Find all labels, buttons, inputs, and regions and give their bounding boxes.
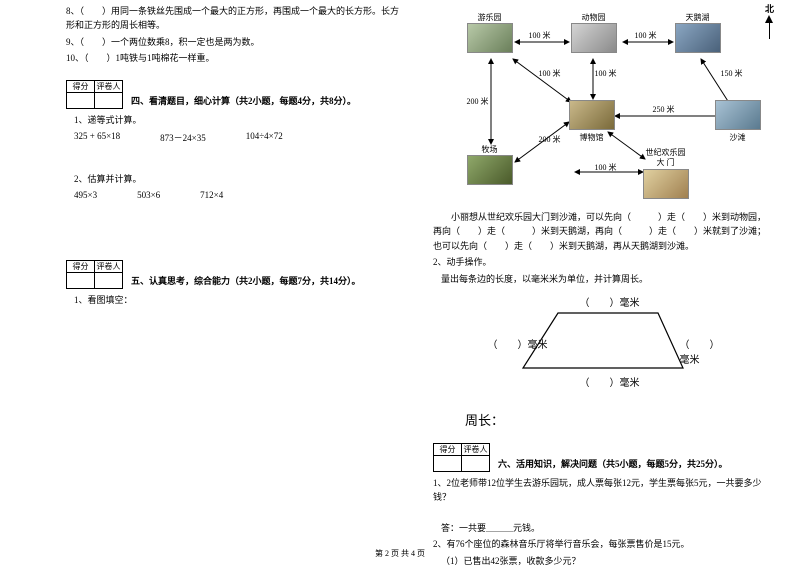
mm-left: （ ）毫米 bbox=[488, 336, 548, 351]
node-shatan: 沙滩 bbox=[715, 100, 761, 143]
grader-cell bbox=[95, 92, 123, 108]
score-cell bbox=[67, 92, 95, 108]
compass-north: 北 bbox=[765, 2, 774, 39]
perimeter-label: 周长： bbox=[465, 410, 772, 429]
score-cell bbox=[67, 273, 95, 289]
label-bowu: 博物馆 bbox=[569, 132, 615, 143]
thumb-youle bbox=[467, 23, 513, 53]
q5-2a: 量出每条边的长度，以毫米米为单位，并计算周长。 bbox=[433, 272, 772, 286]
label-youle: 游乐园 bbox=[467, 12, 513, 23]
dist-9: 100 米 bbox=[595, 162, 617, 173]
section-5-title: 五、认真思考，综合能力（共2小题，每题7分，共14分）。 bbox=[131, 274, 361, 289]
dist-2: 100 米 bbox=[635, 30, 657, 41]
page-footer: 第 2 页 共 4 页 bbox=[0, 548, 800, 559]
node-bowu: 博物馆 bbox=[569, 100, 615, 143]
score-cell bbox=[434, 455, 462, 471]
q5-1: 1、看图填空： bbox=[66, 293, 405, 307]
label-muchang: 牧场 bbox=[467, 144, 513, 155]
q4-1: 1、递等式计算。 bbox=[66, 113, 405, 127]
question-10: 10、（ ）1吨铁与1吨棉花一样重。 bbox=[66, 51, 405, 65]
expr-b2: 503×6 bbox=[137, 190, 160, 200]
section-4-title: 四、看清题目，细心计算（共2小题，每题4分，共8分）。 bbox=[131, 94, 356, 109]
label-tian: 天鹅湖 bbox=[675, 12, 721, 23]
label-shatan: 沙滩 bbox=[715, 132, 761, 143]
question-9: 9、（ ）一个两位数乘8，积一定也是两为数。 bbox=[66, 35, 405, 49]
grader-hdr: 评卷人 bbox=[95, 80, 123, 92]
dist-4: 100 米 bbox=[539, 68, 561, 79]
question-8: 8、（ ）用同一条铁丝先围成一个最大的正方形，再围成一个最大的长方形。长方形和正… bbox=[66, 4, 405, 33]
mm-top: （ ）毫米 bbox=[580, 294, 640, 309]
compass-stem bbox=[769, 23, 770, 39]
mm-right: （ ）毫米 bbox=[680, 336, 720, 366]
node-gate: 世纪欢乐园大 门 bbox=[643, 148, 689, 201]
thumb-gate bbox=[643, 169, 689, 199]
node-dongwu: 动物园 bbox=[571, 12, 617, 55]
expr-a: 325 + 65×18 bbox=[74, 131, 120, 144]
compass-arrow-icon bbox=[765, 15, 773, 23]
thumb-bowu bbox=[569, 100, 615, 130]
thumb-shatan bbox=[715, 100, 761, 130]
dist-1: 100 米 bbox=[529, 30, 551, 41]
map-question-text: 小丽想从世纪欢乐园大门到沙滩，可以先向（ ）走（ ）米到动物园，再向（ ）走（ … bbox=[433, 210, 772, 253]
node-tian: 天鹅湖 bbox=[675, 12, 721, 55]
grader-hdr: 评卷人 bbox=[462, 443, 490, 455]
dist-3: 100 米 bbox=[595, 68, 617, 79]
thumb-muchang bbox=[467, 155, 513, 185]
score-hdr: 得分 bbox=[67, 80, 95, 92]
expr-b: 873－24×35 bbox=[160, 131, 206, 144]
node-youle: 游乐园 bbox=[467, 12, 513, 55]
section-6-title: 六、活用知识，解决问题（共5小题，每题5分，共25分）。 bbox=[498, 457, 728, 472]
score-hdr: 得分 bbox=[67, 261, 95, 273]
q4-2-expr: 495×3 503×6 712×4 bbox=[74, 190, 405, 200]
q6-1: 1、2位老师带12位学生去游乐园玩，成人票每张12元，学生票每张5元，一共要多少… bbox=[433, 476, 772, 505]
score-table-4: 得分评卷人 bbox=[66, 80, 123, 109]
section-5-header: 得分评卷人 五、认真思考，综合能力（共2小题，每题7分，共14分）。 bbox=[66, 260, 405, 289]
section-6-header: 得分评卷人 六、活用知识，解决问题（共5小题，每题5分，共25分）。 bbox=[433, 443, 772, 472]
dist-7: 250 米 bbox=[653, 104, 675, 115]
dist-8: 200 米 bbox=[539, 134, 561, 145]
node-muchang: 牧场 bbox=[467, 144, 513, 187]
score-table-6: 得分评卷人 bbox=[433, 443, 490, 472]
expr-a2: 495×3 bbox=[74, 190, 97, 200]
grader-cell bbox=[95, 273, 123, 289]
mm-bottom: （ ）毫米 bbox=[580, 374, 640, 389]
dist-5: 200 米 bbox=[467, 96, 489, 107]
score-table-5: 得分评卷人 bbox=[66, 260, 123, 289]
thumb-tian bbox=[675, 23, 721, 53]
score-hdr: 得分 bbox=[434, 443, 462, 455]
dist-6: 150 米 bbox=[721, 68, 743, 79]
grader-hdr: 评卷人 bbox=[95, 261, 123, 273]
grader-cell bbox=[462, 455, 490, 471]
compass-label: 北 bbox=[765, 2, 774, 15]
q5-2: 2、动手操作。 bbox=[433, 255, 772, 269]
map-diagram: 游乐园 动物园 天鹅湖 博物馆 沙滩 牧场 bbox=[443, 4, 763, 204]
section-4-header: 得分评卷人 四、看清题目，细心计算（共2小题，每题4分，共8分）。 bbox=[66, 80, 405, 109]
label-dongwu: 动物园 bbox=[571, 12, 617, 23]
q4-1-expr: 325 + 65×18 873－24×35 104÷4×72 bbox=[74, 131, 405, 144]
expr-c: 104÷4×72 bbox=[246, 131, 283, 144]
trapezoid-figure: （ ）毫米 （ ）毫米 （ ）毫米 （ ）毫米 bbox=[488, 294, 718, 404]
expr-c2: 712×4 bbox=[200, 190, 223, 200]
q4-2: 2、估算并计算。 bbox=[66, 172, 405, 186]
label-gate: 世纪欢乐园大 门 bbox=[643, 148, 689, 167]
q6-1-ans: 答：一共要＿＿＿元钱。 bbox=[433, 521, 772, 535]
thumb-dongwu bbox=[571, 23, 617, 53]
